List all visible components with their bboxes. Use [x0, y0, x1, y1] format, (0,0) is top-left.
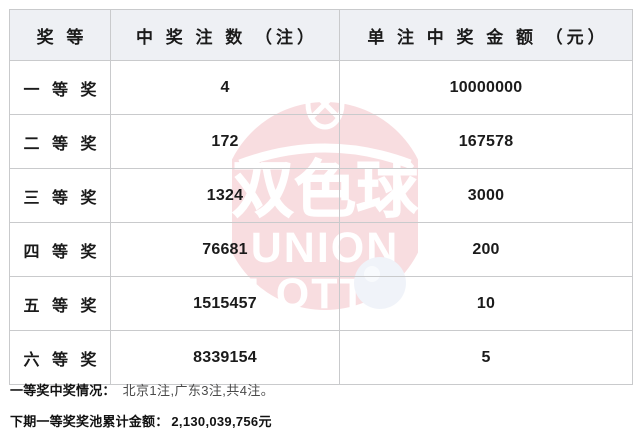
table-row: 二 等 奖 172 167578 [9, 114, 633, 169]
cell-count: 172 [110, 114, 340, 169]
cell-grade: 一 等 奖 [9, 60, 111, 115]
cell-amount: 3000 [339, 168, 633, 223]
cell-grade: 六 等 奖 [9, 330, 111, 385]
column-header-grade: 奖 等 [9, 9, 111, 61]
cell-count: 1515457 [110, 276, 340, 331]
column-header-count: 中 奖 注 数 （注） [110, 9, 340, 61]
cell-amount: 10000000 [339, 60, 633, 115]
prize-pool-note-label: 下期一等奖奖池累计金额： [10, 414, 169, 429]
cell-count: 1324 [110, 168, 340, 223]
cell-grade: 二 等 奖 [9, 114, 111, 169]
first-prize-note-label: 一等奖中奖情况： [10, 383, 116, 398]
column-header-amount: 单 注 中 奖 金 额 （元） [339, 9, 633, 61]
cell-amount: 200 [339, 222, 633, 277]
prize-pool-note: 下期一等奖奖池累计金额： 2,130,039,756元 [10, 411, 630, 430]
cell-amount: 10 [339, 276, 633, 331]
cell-grade: 三 等 奖 [9, 168, 111, 223]
footer-notes: 一等奖中奖情况： 北京1注,广东3注,共4注。 下期一等奖奖池累计金额： 2,1… [10, 380, 630, 430]
table-row: 四 等 奖 76681 200 [9, 222, 633, 277]
table-row: 六 等 奖 8339154 5 [9, 330, 633, 385]
cell-count: 4 [110, 60, 340, 115]
prize-results-table: 奖 等 中 奖 注 数 （注） 单 注 中 奖 金 额 （元） 一 等 奖 4 … [9, 9, 633, 385]
table-row: 五 等 奖 1515457 10 [9, 276, 633, 331]
cell-amount: 167578 [339, 114, 633, 169]
table-row: 三 等 奖 1324 3000 [9, 168, 633, 223]
cell-count: 8339154 [110, 330, 340, 385]
cell-grade: 四 等 奖 [9, 222, 111, 277]
cell-amount: 5 [339, 330, 633, 385]
prize-pool-note-value: 2,130,039,756元 [171, 414, 272, 429]
first-prize-note-detail: 北京1注,广东3注,共4注。 [122, 383, 275, 398]
table-row: 一 等 奖 4 10000000 [9, 60, 633, 115]
table-header-row: 奖 等 中 奖 注 数 （注） 单 注 中 奖 金 额 （元） [9, 9, 633, 61]
cell-grade: 五 等 奖 [9, 276, 111, 331]
cell-count: 76681 [110, 222, 340, 277]
first-prize-note: 一等奖中奖情况： 北京1注,广东3注,共4注。 [10, 380, 630, 399]
